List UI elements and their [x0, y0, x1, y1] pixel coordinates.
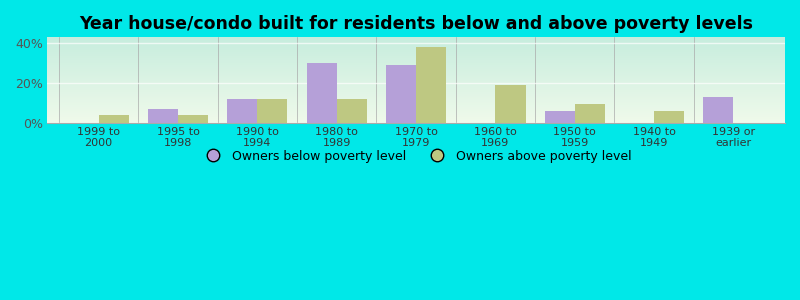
- Bar: [545, 111, 574, 123]
- Bar: [258, 99, 287, 123]
- Legend: Owners below poverty level, Owners above poverty level: Owners below poverty level, Owners above…: [195, 145, 637, 168]
- Bar: [98, 115, 129, 123]
- Bar: [227, 99, 258, 123]
- Bar: [306, 63, 337, 123]
- Bar: [337, 99, 367, 123]
- Bar: [495, 85, 526, 123]
- Bar: [703, 97, 734, 123]
- Bar: [574, 104, 605, 123]
- Bar: [654, 111, 684, 123]
- Bar: [416, 47, 446, 123]
- Title: Year house/condo built for residents below and above poverty levels: Year house/condo built for residents bel…: [79, 15, 753, 33]
- Bar: [386, 65, 416, 123]
- Bar: [148, 109, 178, 123]
- Bar: [178, 115, 208, 123]
